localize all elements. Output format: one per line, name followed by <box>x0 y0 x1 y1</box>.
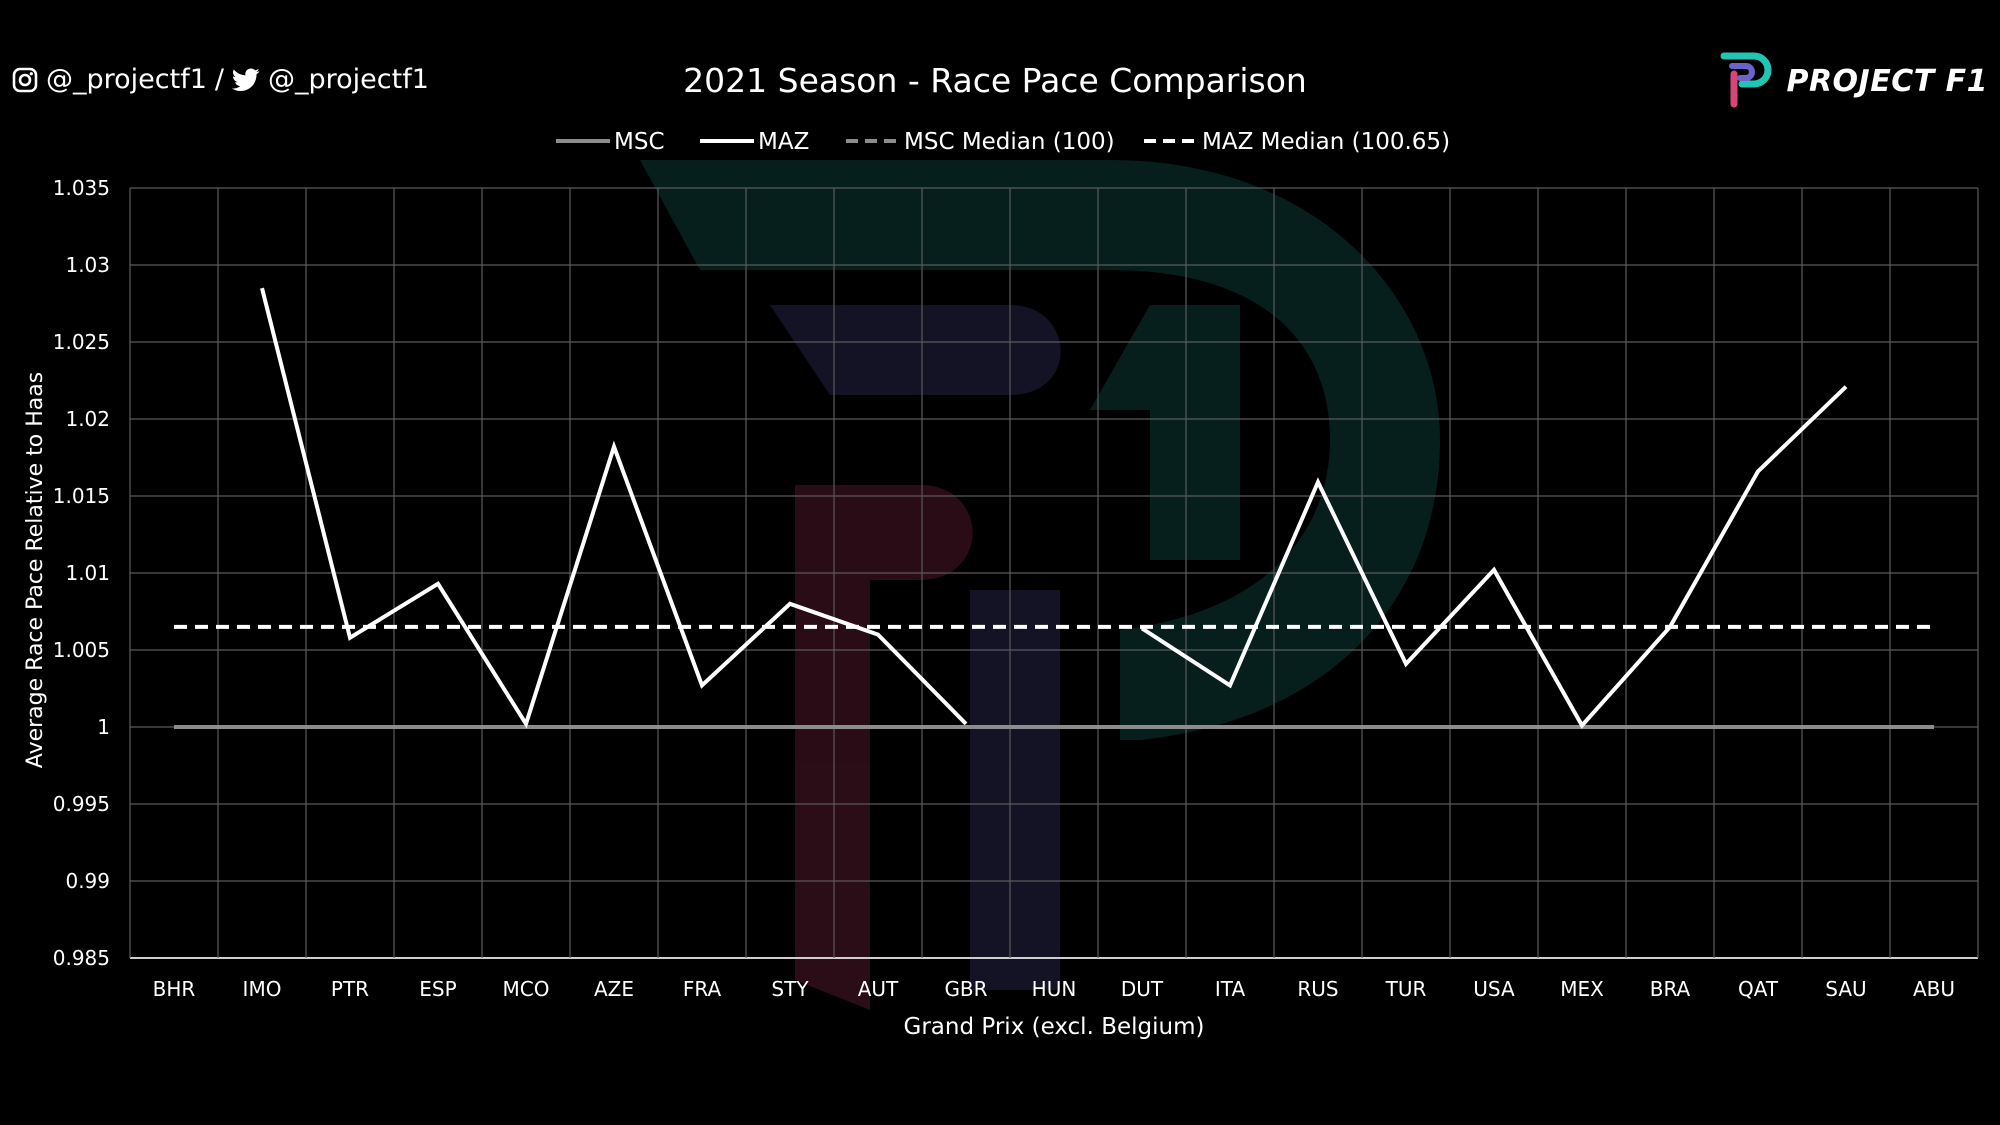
project-f1-logo <box>1720 50 1776 112</box>
x-tick-label: ITA <box>1215 977 1246 1001</box>
instagram-handle[interactable]: @_projectf1 <box>46 64 207 95</box>
chart-title: 2021 Season - Race Pace Comparison <box>683 61 1307 100</box>
y-tick-label: 1.025 <box>53 330 110 354</box>
chart-grid <box>129 187 1979 959</box>
y-tick-label: 1.02 <box>65 407 110 431</box>
social-handles: @_projectf1 / @_projectf1 <box>12 64 429 95</box>
brand-name: PROJECT F1 <box>1786 63 1988 99</box>
x-tick-label: AUT <box>858 977 899 1001</box>
x-tick-label: SAU <box>1825 977 1866 1001</box>
series-maz <box>260 287 1848 729</box>
x-tick-label: USA <box>1473 977 1515 1001</box>
x-tick-label: PTR <box>331 977 369 1001</box>
x-tick-label: ABU <box>1913 977 1955 1001</box>
x-axis-ticks: BHR IMO PTR ESP MCO AZE FRA STY AUT GBR HUN DUT ITA R… <box>153 977 1955 1001</box>
brand: PROJECT F1 <box>1720 50 1988 112</box>
y-axis-title: Average Race Pace Relative to Haas <box>23 372 48 768</box>
x-tick-label: FRA <box>683 977 722 1001</box>
y-tick-label: 0.995 <box>53 792 110 816</box>
twitter-handle[interactable]: @_projectf1 <box>268 64 429 95</box>
series-line <box>260 287 968 729</box>
x-tick-label: MEX <box>1560 977 1604 1001</box>
x-tick-label: MCO <box>503 977 550 1001</box>
watermark-logo <box>640 160 1440 1010</box>
x-tick-label: BRA <box>1650 977 1691 1001</box>
chart-series <box>174 287 1934 729</box>
y-tick-label: 1.005 <box>53 638 110 662</box>
legend: MSC MAZ MSC Median (100) MAZ Median (100.65… <box>556 129 1450 155</box>
y-tick-label: 1 <box>97 715 110 739</box>
x-tick-label: BHR <box>153 977 196 1001</box>
handle-separator: / <box>214 64 225 95</box>
x-tick-label: AZE <box>594 977 634 1001</box>
y-axis-ticks: 0.985 0.99 0.995 1 1.005 1.01 1.015 1.02 1.025 1.… <box>53 176 110 970</box>
x-axis-title: Grand Prix (excl. Belgium) <box>904 1014 1205 1040</box>
x-tick-label: DUT <box>1121 977 1164 1001</box>
y-tick-label: 0.985 <box>53 946 110 970</box>
y-tick-label: 1.03 <box>65 253 110 277</box>
instagram-icon[interactable] <box>12 67 38 93</box>
x-tick-label: GBR <box>944 977 987 1001</box>
x-tick-label: RUS <box>1297 977 1338 1001</box>
y-tick-label: 1.01 <box>65 561 110 585</box>
x-tick-label: HUN <box>1032 977 1077 1001</box>
x-tick-label: ESP <box>419 977 456 1001</box>
y-tick-label: 0.99 <box>65 869 110 893</box>
x-tick-label: QAT <box>1738 977 1779 1001</box>
twitter-icon[interactable] <box>232 67 260 92</box>
x-tick-label: TUR <box>1385 977 1427 1001</box>
legend-label: MAZ Median (100.65) <box>1202 129 1450 155</box>
legend-label: MSC <box>614 129 665 155</box>
x-tick-label: STY <box>771 977 809 1001</box>
legend-label: MSC Median (100) <box>904 129 1115 155</box>
legend-label: MAZ <box>758 129 809 155</box>
x-tick-label: IMO <box>243 977 282 1001</box>
y-tick-label: 1.035 <box>53 176 110 200</box>
series-line <box>1140 385 1848 729</box>
y-tick-label: 1.015 <box>53 484 110 508</box>
